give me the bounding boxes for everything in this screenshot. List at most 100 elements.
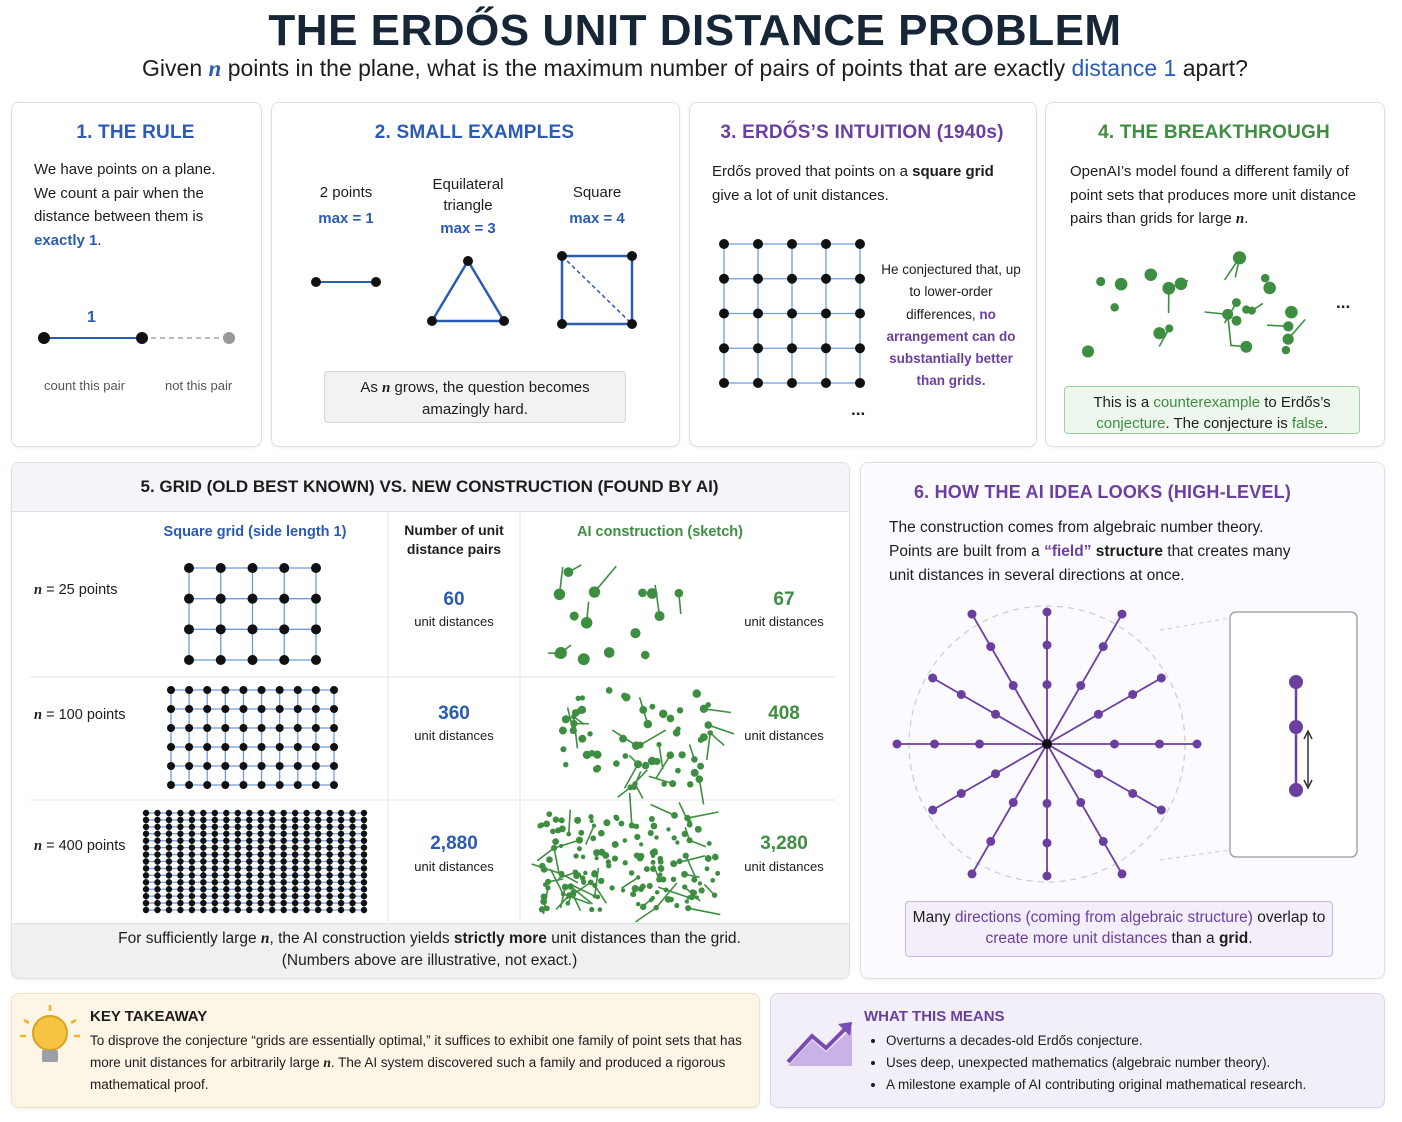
- panel-title: 2. SMALL EXAMPLES: [374, 122, 575, 143]
- panel-comparison: [11, 462, 850, 979]
- text: that creates many unit distances in seve…: [889, 543, 1291, 584]
- caption: count this pair: [44, 378, 125, 393]
- bullet: A milestone example of AI contributing o…: [886, 1074, 1386, 1096]
- row-label: n = 100 points: [34, 707, 126, 724]
- text: = 25 points: [42, 582, 118, 598]
- example-max: max = 4: [569, 210, 625, 227]
- text: The construction comes from algebraic nu…: [889, 519, 1264, 560]
- unit-label: unit distances: [744, 614, 824, 629]
- text: As: [360, 379, 383, 396]
- panel-title: 6. HOW THE AI IDEA LOOKS (HIGH-LEVEL): [913, 482, 1292, 502]
- math: n: [323, 1055, 331, 1070]
- text: He conjectured that, up to lower-order d…: [881, 262, 1021, 322]
- panel-text: OpenAI’s model found a different family …: [1070, 160, 1365, 232]
- section-title: WHAT THIS MEANS: [864, 1008, 1005, 1025]
- text: .: [1248, 930, 1253, 947]
- conjecture-text: He conjectured that, up to lower-order d…: [880, 259, 1022, 393]
- panel-text: Erdős proved that points on a square gri…: [712, 160, 1022, 207]
- text: exactly 1: [34, 231, 98, 249]
- row-label: n = 25 points: [34, 582, 117, 599]
- page-subtitle: Given n points in the plane, what is the…: [0, 55, 1390, 82]
- text: We have points on a plane. We count a pa…: [34, 161, 216, 225]
- text: .: [1244, 210, 1249, 227]
- text: , the AI construction yields: [269, 930, 454, 947]
- math: n: [34, 707, 43, 723]
- unit-label: unit distances: [414, 859, 494, 874]
- text: To disprove the conjecture “grids are es…: [90, 1033, 742, 1070]
- text: apart?: [1176, 55, 1248, 81]
- text: OpenAI’s model found a different family …: [1070, 163, 1356, 227]
- unit-label: unit distances: [744, 728, 824, 743]
- example-max: max = 1: [318, 210, 374, 227]
- grid-count: 2,880: [430, 833, 478, 854]
- text: false: [1291, 415, 1324, 432]
- panel-takeaway: [11, 993, 760, 1108]
- text: than a: [1167, 930, 1219, 947]
- note-box: Many directions (coming from algebraic s…: [905, 901, 1333, 957]
- ellipsis: ...: [1284, 828, 1300, 848]
- panel-text: We have points on a plane. We count a pa…: [34, 158, 239, 252]
- text: conjecture: [1096, 415, 1166, 432]
- panel-rule: [11, 102, 262, 447]
- grid-count: 60: [443, 589, 465, 610]
- text: For sufficiently large: [118, 930, 261, 947]
- example-name: 2 points: [319, 184, 373, 201]
- example-name: Equilateral triangle: [432, 176, 504, 214]
- text: strictly more: [453, 930, 547, 947]
- row-label: n = 400 points: [34, 838, 126, 855]
- text: .: [97, 231, 102, 249]
- text: counterexample: [1153, 394, 1261, 411]
- text: grid: [1218, 930, 1249, 947]
- ellipsis: ...: [1336, 293, 1351, 312]
- column-header: Number of unit distance pairs: [404, 522, 504, 557]
- bullet: Uses deep, unexpected mathematics (algeb…: [886, 1052, 1386, 1074]
- text: grows, the question becomes amazingly ha…: [390, 379, 590, 418]
- text: to Erdős’s: [1260, 394, 1331, 411]
- panel-meaning: [770, 993, 1385, 1108]
- panel-text: The construction comes from algebraic nu…: [889, 516, 1309, 588]
- text: = 100 points: [42, 707, 126, 723]
- text: Given: [142, 55, 209, 81]
- page-title: THE ERDŐS UNIT DISTANCE PROBLEM: [268, 6, 1122, 55]
- text: unit distances than the grid.: [546, 930, 741, 947]
- text: structure: [1091, 543, 1163, 560]
- bullet: Overturns a decades-old Erdős conjecture…: [886, 1030, 1386, 1052]
- text: no arrangement can do substantially bett…: [886, 306, 1016, 389]
- text: . The AI system discovered such a family…: [90, 1055, 726, 1092]
- zoom-title: Zoom on one direction: [1246, 619, 1342, 657]
- footer-band: [12, 923, 849, 978]
- text: points in the plane, what is the maximum…: [221, 55, 1072, 81]
- grid-count: 360: [438, 703, 470, 724]
- unit-label: unit distances: [414, 728, 494, 743]
- column-header: AI construction (sketch): [577, 524, 743, 540]
- text: (Numbers above are illustrative, not exa…: [281, 952, 578, 969]
- ai-count: 3,280: [760, 833, 808, 854]
- text: Erdős proved that points on a: [712, 163, 913, 180]
- header-band: [12, 463, 849, 512]
- panel-title: 1. THE RULE: [76, 122, 195, 143]
- text: directions (coming from algebraic struct…: [954, 909, 1253, 926]
- section-title: KEY TAKEAWAY: [90, 1008, 208, 1025]
- footer-text: For sufficiently large n, the AI constru…: [11, 928, 848, 972]
- ai-count: 408: [768, 703, 800, 724]
- unit-label: unit distances: [744, 859, 824, 874]
- panel-title: 4. THE BREAKTHROUGH: [1098, 122, 1330, 143]
- text: .: [1323, 415, 1328, 432]
- text: give a lot of unit distances.: [712, 186, 889, 204]
- example-name: Square: [572, 184, 622, 201]
- note-box: As n grows, the question becomes amazing…: [324, 371, 626, 423]
- section-text: To disprove the conjecture “grids are es…: [90, 1030, 745, 1096]
- text: = 400 points: [42, 838, 126, 854]
- panel-title: 3. ERDŐS’S INTUITION (1940s): [720, 122, 1004, 143]
- caption: not this pair: [165, 378, 233, 393]
- math: n: [260, 930, 270, 947]
- unit-label: unit distances: [414, 614, 494, 629]
- ai-count: 67: [773, 589, 795, 610]
- math: n: [34, 582, 43, 598]
- text: This is a: [1093, 394, 1154, 411]
- math: n: [1235, 211, 1245, 227]
- ellipsis: ...: [851, 400, 866, 419]
- example-max: max = 3: [440, 220, 496, 237]
- text: . The conjecture is: [1165, 415, 1292, 432]
